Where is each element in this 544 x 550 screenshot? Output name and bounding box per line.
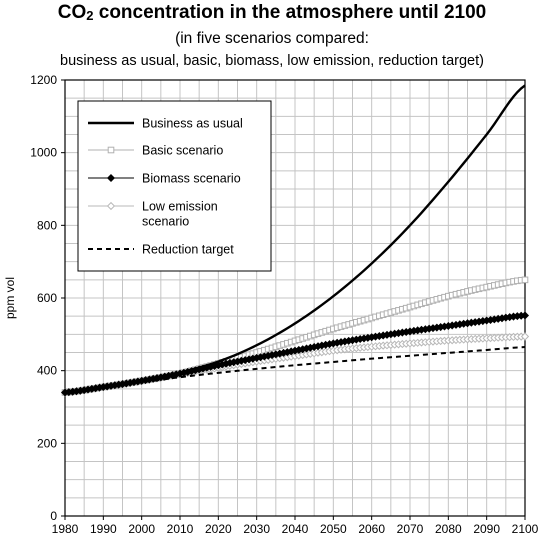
data-point-marker — [107, 146, 115, 154]
x-tick-label: 1990 — [90, 522, 117, 536]
x-tick-label: 2080 — [435, 522, 462, 536]
data-point-marker — [106, 201, 116, 211]
x-tick-label: 2030 — [243, 522, 270, 536]
data-point-marker — [521, 276, 529, 284]
legend-box — [77, 100, 272, 272]
legend: Business as usual Basic scenario Biomass s… — [77, 100, 272, 272]
x-tick-label: 2000 — [128, 522, 155, 536]
legend-item: Low emission scenario — [88, 200, 218, 229]
x-tick-label: 2050 — [320, 522, 347, 536]
series-lines — [60, 84, 530, 397]
legend-item: Reduction target — [88, 243, 234, 257]
legend-item: Business as usual — [88, 117, 243, 131]
legend-label: Basic scenario — [142, 144, 223, 158]
chart-title: CO2 concentration in the atmosphere unti… — [57, 2, 487, 23]
y-tick-label: 1200 — [30, 73, 57, 87]
legend-label: Low emission scenario — [142, 200, 218, 229]
legend-label: Reduction target — [142, 243, 234, 257]
y-axis-label: ppm vol — [3, 277, 17, 319]
legend-label: Biomass scenario — [142, 172, 241, 186]
x-tick-label: 2070 — [397, 522, 424, 536]
axes: 0 200 400 600 800 1000 1200 1980 1990 2000 2010 202… — [30, 73, 538, 536]
legend-item: Biomass scenario — [88, 172, 241, 186]
chart-subtitle-line-1: (in five scenarios compared: — [175, 30, 369, 47]
data-point-marker — [520, 311, 530, 320]
legend-item: Basic scenario — [88, 144, 223, 158]
data-point-marker — [520, 332, 530, 341]
y-tick-label: 200 — [37, 436, 57, 450]
x-tick-label: 2040 — [282, 522, 309, 536]
x-tick-label: 2060 — [358, 522, 385, 536]
series-line — [64, 84, 526, 394]
x-tick-label: 1980 — [52, 522, 79, 536]
series-business-as-usual — [64, 84, 526, 394]
x-tick-label: 2020 — [205, 522, 232, 536]
y-tick-label: 0 — [50, 509, 57, 523]
x-tick-label: 2090 — [473, 522, 500, 536]
data-point-marker — [106, 173, 116, 183]
y-tick-label: 800 — [37, 218, 57, 232]
chart-subtitle-line-2: business as usual, basic, biomass, low e… — [60, 53, 484, 69]
y-tick-label: 600 — [37, 291, 57, 305]
x-tick-label: 2010 — [167, 522, 194, 536]
y-tick-label: 400 — [37, 364, 57, 378]
legend-label: Business as usual — [142, 117, 243, 131]
x-tick-label: 2100 — [512, 522, 539, 536]
y-tick-label: 1000 — [30, 146, 57, 160]
